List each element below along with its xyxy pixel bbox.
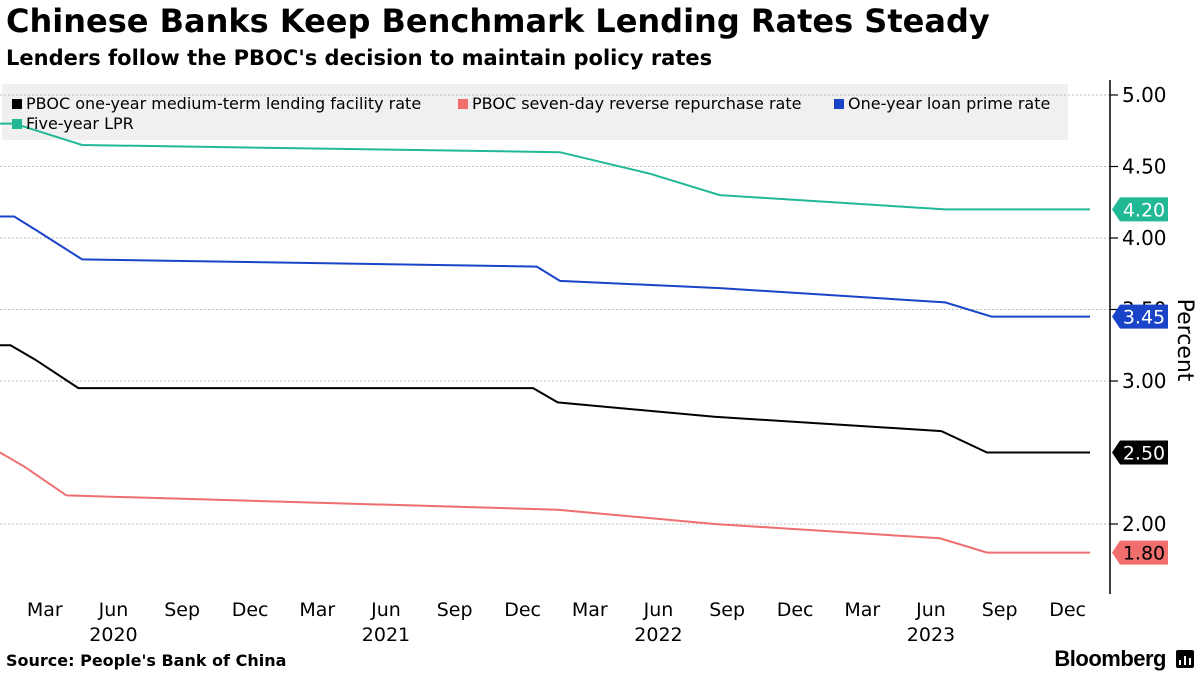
x-year-label: 2022 (634, 624, 682, 646)
end-label-tag (1112, 197, 1168, 222)
series-line-2 (0, 215, 1090, 318)
end-label-tag (1112, 304, 1168, 329)
chart-title: Chinese Banks Keep Benchmark Lending Rat… (6, 2, 990, 40)
y-tick-label: 5.00 (1122, 83, 1167, 107)
end-label-value: 2.50 (1123, 443, 1165, 465)
x-tick-label: Sep (982, 599, 1018, 621)
y-tick-label: 4.50 (1122, 155, 1167, 179)
x-tick-label: Dec (1049, 599, 1086, 621)
legend-swatch (834, 99, 844, 109)
legend-swatch (12, 99, 22, 109)
x-tick-label: Jun (98, 599, 129, 621)
end-label-tag (1112, 540, 1168, 565)
y-tick-label: 3.00 (1122, 369, 1167, 393)
legend-entry: PBOC one-year medium-term lending facili… (26, 94, 421, 113)
end-labels: 2.50 1.80 3.45 4.20 (1112, 197, 1168, 565)
x-tick-label: Sep (709, 599, 745, 621)
end-label-value: 1.80 (1123, 543, 1165, 565)
y-tick-label: 2.00 (1122, 512, 1167, 536)
end-label-value: 4.20 (1123, 199, 1165, 221)
brand-logo: Bloomberg (1054, 646, 1166, 671)
y-axis: 2.003.003.504.004.505.00 (1110, 83, 1167, 536)
x-tick-label: Dec (777, 599, 814, 621)
end-label-tag (1112, 440, 1168, 465)
x-tick-label: Dec (504, 599, 541, 621)
bloomberg-chart-icon (1176, 650, 1194, 668)
y-axis-label: Percent (1172, 299, 1197, 382)
source-note: Source: People's Bank of China (6, 651, 287, 670)
x-tick-label: Dec (232, 599, 269, 621)
x-tick-label: Mar (572, 599, 608, 621)
x-tick-label: Jun (370, 599, 401, 621)
series-layer (0, 122, 1090, 554)
legend-entry: One-year loan prime rate (848, 94, 1050, 113)
series-line-1 (0, 451, 1090, 554)
series-line-0 (0, 344, 1090, 454)
x-tick-label: Jun (915, 599, 946, 621)
chart-subtitle: Lenders follow the PBOC's decision to ma… (6, 46, 713, 70)
x-year-label: 2023 (907, 624, 955, 646)
end-label-value: 3.45 (1123, 307, 1165, 329)
legend-background (2, 84, 1068, 140)
legend-entry: Five-year LPR (26, 114, 134, 133)
grid-lines (0, 94, 1110, 525)
x-tick-label: Sep (164, 599, 200, 621)
x-tick-label: Jun (643, 599, 674, 621)
x-year-label: 2021 (362, 624, 410, 646)
x-axis: Mar Jun Sep Dec Mar Jun Sep Dec Mar Jun Sep Dec Mar J… (27, 599, 1086, 646)
legend-swatch (458, 99, 468, 109)
x-tick-label: Sep (437, 599, 473, 621)
y-tick-label: 4.00 (1122, 226, 1167, 250)
x-year-label: 2020 (89, 624, 137, 646)
legend: PBOC one-year medium-term lending facili… (12, 94, 1050, 133)
x-tick-label: Mar (844, 599, 880, 621)
legend-entry: PBOC seven-day reverse repurchase rate (472, 94, 801, 113)
legend-swatch (12, 119, 22, 129)
x-tick-label: Mar (27, 599, 63, 621)
x-tick-label: Mar (299, 599, 335, 621)
